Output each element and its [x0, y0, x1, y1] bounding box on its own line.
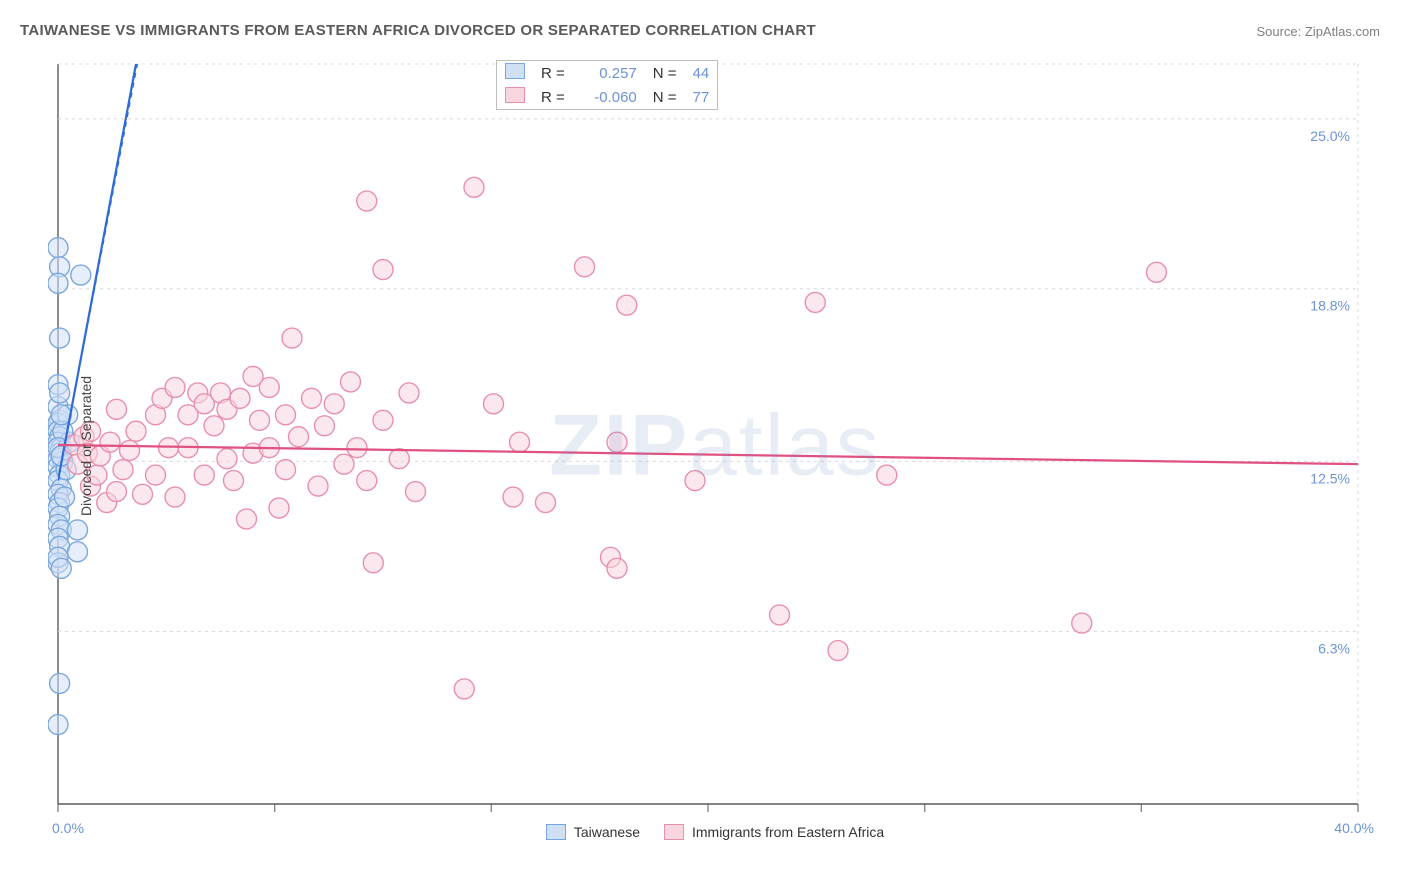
trend-line — [58, 64, 136, 481]
legend-swatch — [664, 824, 684, 840]
y-gridline-label: 18.8% — [1310, 298, 1350, 314]
scatter-chart: 6.3% 12.5% 18.8% 25.0% — [48, 56, 1382, 836]
x-axis-min-label: 0.0% — [52, 820, 84, 836]
correlation-legend: R =0.257N =44R =-0.060N =77 — [496, 60, 718, 110]
legend-swatch — [505, 87, 525, 103]
legend-label: Immigrants from Eastern Africa — [692, 824, 884, 840]
legend-item: Immigrants from Eastern Africa — [664, 824, 884, 840]
correlation-row: R =-0.060N =77 — [497, 85, 718, 110]
legend-item: Taiwanese — [546, 824, 640, 840]
y-axis-label: Divorced or Separated — [78, 376, 94, 516]
y-gridline-label: 12.5% — [1310, 470, 1350, 486]
chart-container: Divorced or Separated 6.3% 12.5% 18.8% 25.0… — [48, 56, 1382, 836]
y-gridline-label: 25.0% — [1310, 128, 1350, 144]
legend-label: Taiwanese — [574, 824, 640, 840]
legend-swatch — [505, 63, 525, 79]
x-axis-max-label: 40.0% — [1334, 820, 1374, 836]
source-attribution: Source: ZipAtlas.com — [1256, 24, 1380, 39]
bottom-legend: Taiwanese Immigrants from Eastern Africa — [48, 824, 1382, 840]
chart-title: TAIWANESE VS IMMIGRANTS FROM EASTERN AFR… — [20, 22, 816, 39]
y-gridline-label: 6.3% — [1318, 640, 1350, 656]
legend-swatch — [546, 824, 566, 840]
correlation-row: R =0.257N =44 — [497, 61, 718, 86]
series-immigrants-from-eastern-africa — [64, 177, 1166, 699]
